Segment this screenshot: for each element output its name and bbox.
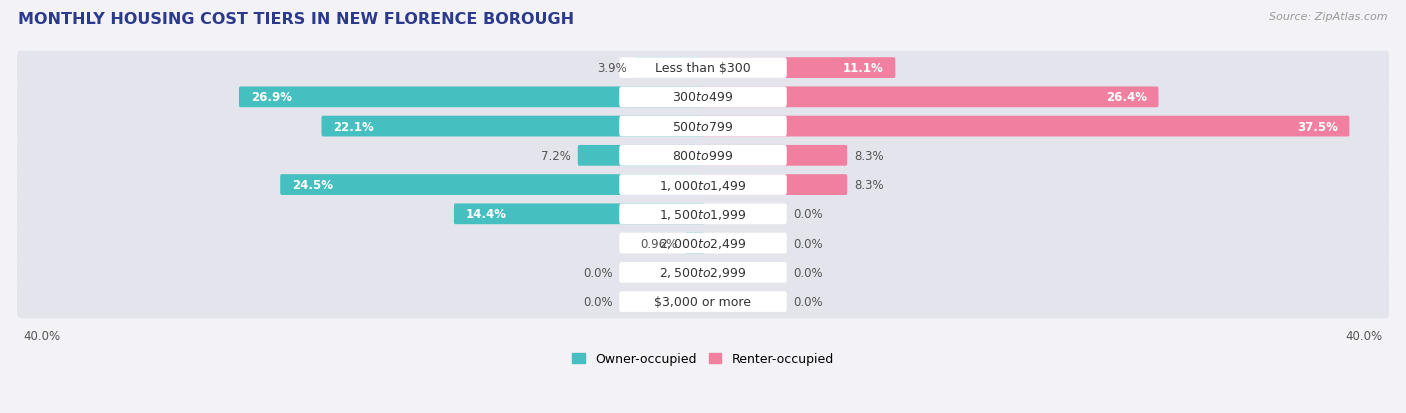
Text: 0.96%: 0.96% [641,237,678,250]
FancyBboxPatch shape [619,58,787,79]
Text: 26.4%: 26.4% [1105,91,1147,104]
FancyBboxPatch shape [17,256,1389,290]
FancyBboxPatch shape [322,116,704,137]
Text: $2,000 to $2,499: $2,000 to $2,499 [659,237,747,250]
Text: 0.0%: 0.0% [793,295,823,309]
Text: 0.0%: 0.0% [583,266,613,279]
FancyBboxPatch shape [702,87,1159,108]
Text: $3,000 or more: $3,000 or more [655,295,751,309]
FancyBboxPatch shape [619,233,787,254]
FancyBboxPatch shape [454,204,704,225]
FancyBboxPatch shape [17,81,1389,114]
FancyBboxPatch shape [17,110,1389,144]
FancyBboxPatch shape [619,87,787,108]
FancyBboxPatch shape [619,116,787,137]
Text: 0.0%: 0.0% [793,208,823,221]
Text: $500 to $799: $500 to $799 [672,120,734,133]
Text: 37.5%: 37.5% [1296,120,1337,133]
Text: $2,500 to $2,999: $2,500 to $2,999 [659,266,747,280]
FancyBboxPatch shape [619,146,787,166]
Text: 0.0%: 0.0% [583,295,613,309]
Text: Source: ZipAtlas.com: Source: ZipAtlas.com [1270,12,1388,22]
Text: $300 to $499: $300 to $499 [672,91,734,104]
Text: 14.4%: 14.4% [465,208,506,221]
FancyBboxPatch shape [702,146,848,166]
Text: 8.3%: 8.3% [855,179,884,192]
Text: 26.9%: 26.9% [250,91,291,104]
FancyBboxPatch shape [17,52,1389,85]
FancyBboxPatch shape [578,146,704,166]
Text: 22.1%: 22.1% [333,120,374,133]
Text: 3.9%: 3.9% [598,62,627,75]
FancyBboxPatch shape [702,58,896,79]
Legend: Owner-occupied, Renter-occupied: Owner-occupied, Renter-occupied [572,352,834,366]
FancyBboxPatch shape [17,227,1389,260]
FancyBboxPatch shape [619,262,787,283]
Text: $1,500 to $1,999: $1,500 to $1,999 [659,207,747,221]
Text: 8.3%: 8.3% [855,150,884,162]
Text: $1,000 to $1,499: $1,000 to $1,499 [659,178,747,192]
Text: 40.0%: 40.0% [24,329,60,342]
FancyBboxPatch shape [280,175,704,195]
FancyBboxPatch shape [239,87,704,108]
Text: 0.0%: 0.0% [793,237,823,250]
FancyBboxPatch shape [17,285,1389,318]
Text: 7.2%: 7.2% [541,150,571,162]
Text: MONTHLY HOUSING COST TIERS IN NEW FLORENCE BOROUGH: MONTHLY HOUSING COST TIERS IN NEW FLOREN… [18,12,575,27]
FancyBboxPatch shape [685,233,704,254]
FancyBboxPatch shape [17,139,1389,173]
FancyBboxPatch shape [17,197,1389,231]
FancyBboxPatch shape [619,292,787,312]
FancyBboxPatch shape [702,175,848,195]
FancyBboxPatch shape [17,169,1389,202]
Text: $800 to $999: $800 to $999 [672,150,734,162]
Text: Less than $300: Less than $300 [655,62,751,75]
Text: 24.5%: 24.5% [292,179,333,192]
FancyBboxPatch shape [619,175,787,195]
Text: 0.0%: 0.0% [793,266,823,279]
FancyBboxPatch shape [619,204,787,225]
FancyBboxPatch shape [702,116,1350,137]
FancyBboxPatch shape [634,58,704,79]
Text: 40.0%: 40.0% [1346,329,1382,342]
Text: 11.1%: 11.1% [842,62,883,75]
